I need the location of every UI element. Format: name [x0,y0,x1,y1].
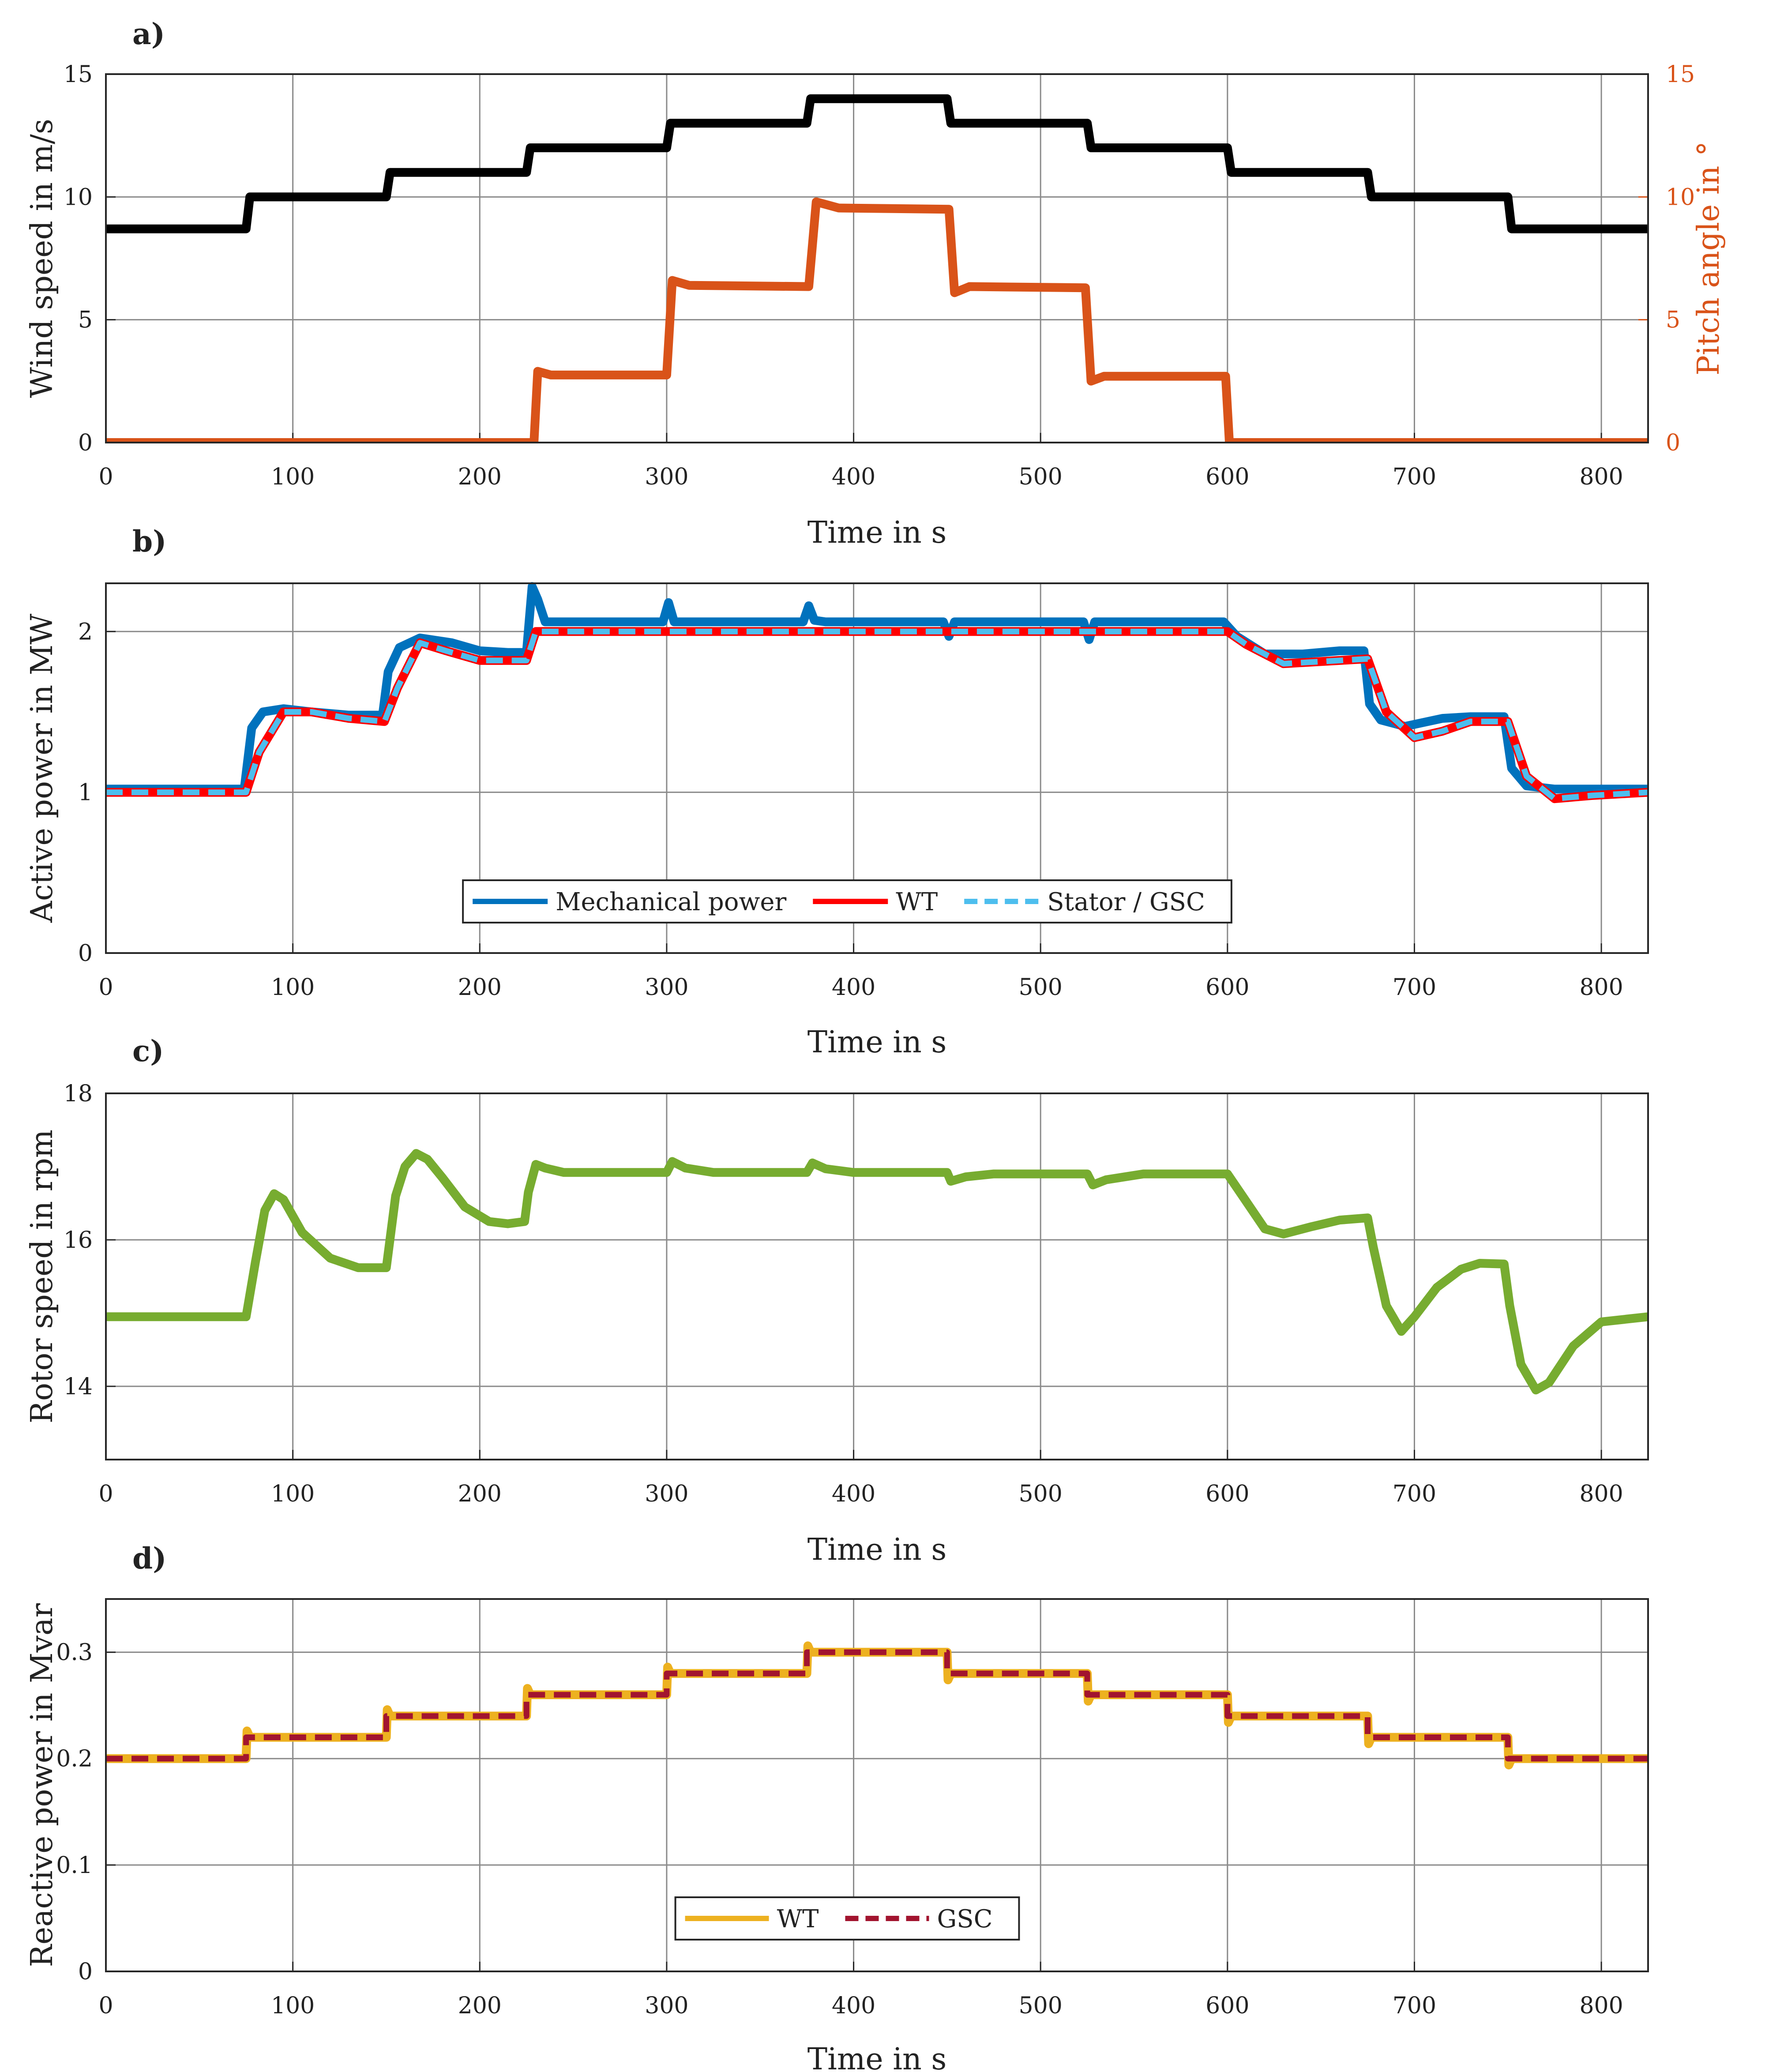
x-tick-label: 300 [645,464,688,490]
y-tick-label: 10 [64,184,93,210]
chart-panel-d: 0 100 200 300 400 500 600 700 800 0 0.1 0.2 0.3 Time … [25,1541,1649,2072]
axes-box [105,1598,1649,1972]
x-tick-label: 600 [1205,464,1249,490]
x-tick-label: 100 [271,974,315,1001]
y2-tick-label: 10 [1666,184,1695,210]
y-tick-label: 15 [64,61,93,88]
x-tick-label: 600 [1205,1481,1249,1507]
legend-entry-label: WT [896,888,938,916]
x-tick-label: 400 [832,464,875,490]
x-tick-label: 800 [1579,464,1623,490]
legend: WT GSC [674,1896,1020,1941]
y2-axis-label: Pitch angle in ° [1691,141,1726,375]
axes-box [105,1092,1649,1460]
y-tick-label: 0 [78,430,93,456]
x-tick-label: 0 [98,1481,113,1507]
chart-panel-a: 0 100 200 300 400 500 600 700 800 0 5 10 15 0 5 10 15 Tim… [25,17,1726,550]
x-tick-label: 600 [1205,974,1249,1001]
y-tick-label: 18 [64,1081,93,1107]
x-tick-label: 0 [98,1993,113,2019]
y-tick-label: 0.3 [56,1640,93,1666]
x-tick-label: 100 [271,1481,315,1507]
y-tick-label: 1 [78,780,93,806]
y-tick-label: 2 [78,619,93,645]
legend: Mechanical power WT Stator / GSC [462,879,1232,923]
x-tick-label: 100 [271,1993,315,2019]
x-axis-label: Time in s [807,515,947,550]
y-tick-label: 0 [78,940,93,967]
x-tick-label: 200 [458,974,502,1001]
y2-tick-label: 15 [1666,61,1695,88]
x-tick-label: 200 [458,1481,502,1507]
panel-label: b) [132,524,166,559]
x-tick-label: 500 [1019,1993,1063,2019]
y-tick-label: 16 [64,1227,93,1254]
series-line-wind-speed [106,94,1648,233]
x-tick-label: 500 [1019,464,1063,490]
series-line-stator-gsc [106,628,1648,802]
legend-box [462,879,1232,923]
y-axis-label: Wind speed in m/s [25,119,60,398]
x-tick-label: 800 [1579,1993,1623,2019]
x-tick-label: 700 [1393,1993,1436,2019]
x-tick-label: 0 [98,974,113,1001]
panel-label: a) [132,17,165,51]
axes-box [105,73,1649,443]
axes-box [105,582,1649,954]
chart-panel-b: 0 100 200 300 400 500 600 700 800 0 1 2 Time in s Act… [25,524,1649,1060]
x-tick-label: 0 [98,464,113,490]
x-tick-label: 400 [832,1993,875,2019]
legend-entry-label: GSC [937,1905,992,1933]
plot-area [106,1093,1648,1460]
panel-label: d) [132,1541,166,1576]
charts-root: 0 100 200 300 400 500 600 700 800051015051015Tim… [25,17,1726,2072]
legend-entry-label: Mechanical power [556,888,786,916]
chart-panel-c: 0 100 200 300 400 500 600 700 800 14 16 18 Time in s… [25,1034,1649,1567]
y-tick-label: 5 [78,307,93,334]
series-line-rotor-speed [106,1149,1648,1395]
panel-label: c) [132,1034,164,1068]
y-tick-label: 0 [78,1959,93,1985]
y-tick-label: 0.1 [56,1852,93,1879]
x-tick-label: 300 [645,1993,688,2019]
plot-area [106,74,1648,443]
x-tick-label: 200 [458,464,502,490]
x-tick-label: 700 [1393,974,1436,1001]
series-line-pitch-angle [106,197,1648,443]
y-tick-label: 0.2 [56,1746,93,1772]
x-tick-label: 500 [1019,1481,1063,1507]
y2-tick-label: 0 [1666,430,1680,456]
x-tick-label: 200 [458,1993,502,2019]
y-axis-label: Active power in MW [25,614,60,923]
y2-tick-label: 5 [1666,307,1680,334]
x-tick-label: 800 [1579,974,1623,1001]
x-tick-label: 300 [645,974,688,1001]
y-axis-label: Reactive power in Mvar [25,1603,60,1967]
x-tick-label: 400 [832,1481,875,1507]
series-line-gsc [106,1649,1648,1762]
x-tick-label: 500 [1019,974,1063,1001]
x-axis-label: Time in s [807,2042,947,2072]
x-tick-label: 300 [645,1481,688,1507]
x-tick-label: 800 [1579,1481,1623,1507]
x-tick-label: 700 [1393,1481,1436,1507]
y-axis-label: Rotor speed in rpm [25,1130,60,1423]
x-axis-label: Time in s [807,1025,947,1060]
x-tick-label: 400 [832,974,875,1001]
x-axis-label: Time in s [807,1532,947,1567]
x-tick-label: 700 [1393,464,1436,490]
legend-entry-label: Stator / GSC [1047,888,1205,916]
y-tick-label: 14 [64,1374,93,1400]
legend-entry-label: WT [777,1905,819,1933]
x-tick-label: 600 [1205,1993,1249,2019]
x-tick-label: 100 [271,464,315,490]
